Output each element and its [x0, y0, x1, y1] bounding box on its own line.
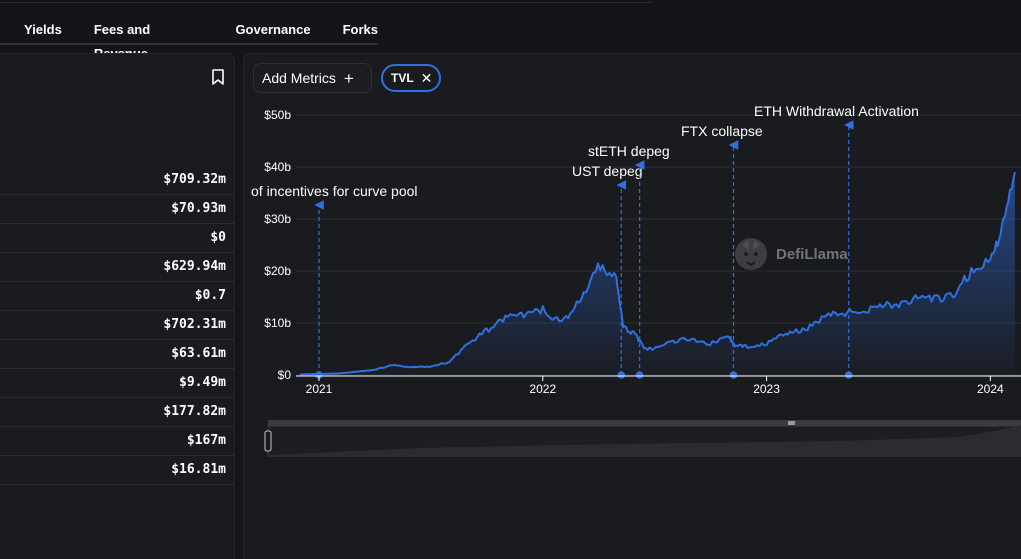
- metric-value: $70.93m: [171, 201, 226, 216]
- chart-panel: Add Metrics + TVL ✕: [243, 53, 1021, 559]
- metric-value: $0: [210, 230, 226, 245]
- top-divider: [0, 0, 652, 3]
- metric-row: $629.94m: [0, 253, 235, 282]
- metric-value: $63.61m: [171, 346, 226, 361]
- metric-value: $177.82m: [163, 404, 226, 419]
- metric-row: $177.82m: [0, 398, 235, 427]
- metric-value: $629.94m: [163, 259, 226, 274]
- metric-row: $70.93m: [0, 195, 235, 224]
- metric-row: $709.32m: [0, 166, 235, 195]
- tab-forks[interactable]: Forks: [342, 22, 378, 37]
- metric-row: $0.7: [0, 282, 235, 311]
- tab-yields[interactable]: Yields: [24, 22, 62, 37]
- metric-row: $702.31m: [0, 311, 235, 340]
- tvl-label: TVL: [391, 71, 414, 85]
- metric-value: $9.49m: [179, 375, 226, 390]
- metric-row: $167m: [0, 427, 235, 456]
- metric-value: $167m: [186, 433, 226, 448]
- metric-row: $9.49m: [0, 369, 235, 398]
- metric-row: $0: [0, 224, 235, 253]
- metric-value: $709.32m: [163, 172, 226, 187]
- tab-fees-and-revenue[interactable]: Fees and Revenue: [93, 22, 151, 61]
- metric-row: $16.81m: [0, 456, 235, 485]
- plus-icon: +: [343, 68, 354, 88]
- metric-value: $0.7: [194, 288, 226, 303]
- tab-governance[interactable]: Governance: [235, 22, 311, 37]
- tvl-metric-pill[interactable]: TVL ✕: [381, 64, 441, 92]
- add-metrics-button[interactable]: Add Metrics +: [253, 63, 372, 93]
- metric-value: $702.31m: [163, 317, 226, 332]
- protocol-info-panel: $709.32m $70.93m $0 $629.94m $0.7 $702.31m $63…: [0, 53, 235, 559]
- bookmark-icon[interactable]: [211, 69, 225, 85]
- metric-value: $16.81m: [171, 462, 226, 477]
- metric-row: $63.61m: [0, 340, 235, 369]
- section-tabs: Yields Fees and Revenue Governance Forks: [0, 18, 378, 61]
- add-metrics-label: Add Metrics: [262, 70, 336, 86]
- close-icon[interactable]: ✕: [420, 69, 433, 86]
